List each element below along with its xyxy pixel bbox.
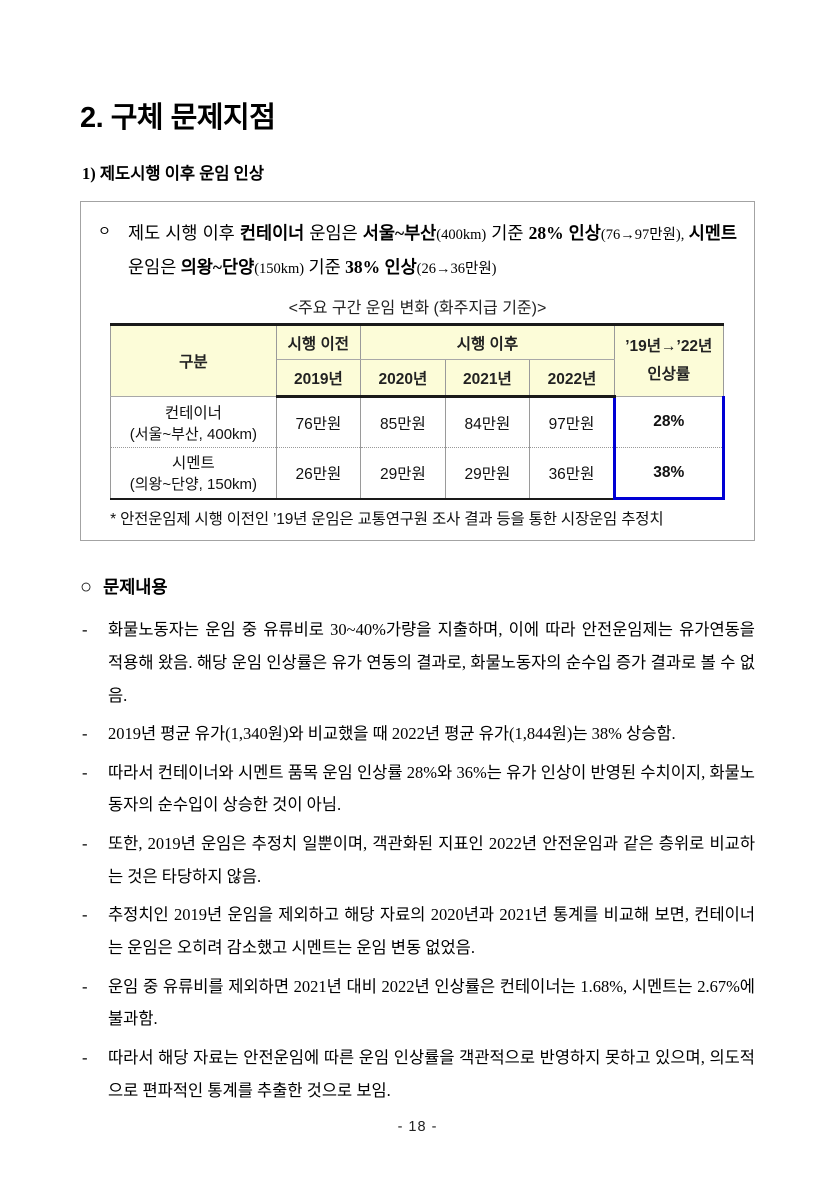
text-segment-paren: (400km) bbox=[436, 227, 487, 243]
issue-item: - 따라서 해당 자료는 안전운임에 따른 운임 인상률을 객관적으로 반영하지… bbox=[82, 1042, 755, 1107]
issue-item: - 2019년 평균 유가(1,340원)와 비교했을 때 2022년 평균 유… bbox=[82, 718, 755, 751]
row-label-line1: 시멘트 bbox=[171, 455, 215, 473]
header-cell-year: 2020년 bbox=[360, 359, 446, 399]
page-title: 2. 구체 문제지점 bbox=[80, 102, 276, 134]
issue-text: 운임 중 유류비를 제외하면 2021년 대비 2022년 인상률은 컨테이너는… bbox=[108, 976, 755, 1029]
row-label-line2: (서울~부산, 400km) bbox=[129, 425, 258, 443]
table-header-row-2: 2019년 2020년 2021년 2022년 bbox=[111, 359, 724, 399]
issue-item: - 따라서 컨테이너와 시멘트 품목 운임 인상률 28%와 36%는 유가 인… bbox=[82, 757, 755, 822]
dash-marker: - bbox=[82, 1048, 88, 1068]
row-label-line1: 컨테이너 bbox=[164, 404, 222, 422]
value-cell: 29만원 bbox=[444, 447, 531, 500]
value-cell: 29만원 bbox=[360, 447, 446, 500]
row-label-container: 컨테이너 (서울~부산, 400km) bbox=[110, 396, 277, 449]
header-cell-gubun: 구분 bbox=[110, 323, 277, 398]
rate-cell: 38% bbox=[612, 447, 725, 501]
header-cell-year: 2019년 bbox=[275, 359, 362, 399]
value-cell: 97만원 bbox=[529, 396, 615, 449]
text-segment: 운임은 bbox=[128, 256, 181, 277]
text-segment-bold: 시멘트 bbox=[688, 223, 738, 243]
text-segment-bold: 컨테이너 bbox=[239, 223, 305, 243]
dash-marker: - bbox=[82, 724, 88, 744]
summary-paragraph: ㅇ 제도 시행 이후 컨테이너 운임은 서울~부산(400km) 기준 28% … bbox=[98, 217, 737, 284]
text-segment-bold: 서울~부산 bbox=[362, 223, 437, 243]
issue-item: - 화물노동자는 운임 중 유류비로 30~40%가량을 지출하며, 이에 따라… bbox=[82, 614, 755, 712]
issues-heading: ○ 문제내용 bbox=[80, 574, 755, 599]
value-cell: 76만원 bbox=[275, 396, 362, 449]
text-segment-paren: (26→36만원) bbox=[416, 260, 497, 277]
header-cell-after: 시행 이후 bbox=[360, 323, 615, 361]
table-row: 컨테이너 (서울~부산, 400km) 76만원 85만원 84만원 97만원 … bbox=[110, 396, 725, 449]
issue-text: 따라서 해당 자료는 안전운임에 따른 운임 인상률을 객관적으로 반영하지 못… bbox=[108, 1048, 755, 1100]
text-segment-bold: 의왕~단양 bbox=[180, 256, 255, 277]
text-segment-bold: 38% 인상 bbox=[345, 256, 417, 277]
text-segment-bold: 28% 인상 bbox=[528, 223, 601, 243]
text-segment-paren: (76→97만원), bbox=[600, 227, 689, 243]
issue-text: 따라서 컨테이너와 시멘트 품목 운임 인상률 28%와 36%는 유가 인상이… bbox=[108, 762, 755, 815]
header-cell-rate: ’19년→’22년 인상률 bbox=[613, 323, 724, 398]
text-segment: 기준 bbox=[486, 223, 529, 243]
header-cell-before: 시행 이전 bbox=[275, 323, 362, 361]
table-title: <주요 구간 운임 변화 (화주지급 기준)> bbox=[288, 300, 547, 318]
header-cell-year: 2021년 bbox=[444, 359, 531, 399]
issue-item: - 운임 중 유류비를 제외하면 2021년 대비 2022년 인상률은 컨테이… bbox=[82, 971, 755, 1036]
dash-marker: - bbox=[82, 905, 88, 925]
dash-marker: - bbox=[82, 762, 88, 782]
page-number: - 18 - bbox=[397, 1119, 438, 1135]
rate-header-line1: ’19년→’22년 bbox=[625, 337, 713, 355]
text-segment: 기준 bbox=[304, 256, 346, 277]
value-cell: 85만원 bbox=[360, 396, 446, 449]
freight-rate-table: 구분 시행 이전 시행 이후 ’19년→’22년 인상률 2019년 2020년… bbox=[110, 323, 725, 501]
header-cell-year: 2022년 bbox=[529, 359, 615, 399]
row-label-line2: (의왕~단양, 150km) bbox=[129, 476, 258, 494]
issue-text: 화물노동자는 운임 중 유류비로 30~40%가량을 지출하며, 이에 따라 안… bbox=[108, 620, 755, 705]
table-footnote: * 안전운임제 시행 이전인 ’19년 운임은 교통연구원 조사 결과 등을 통… bbox=[110, 511, 664, 529]
summary-box: ㅇ 제도 시행 이후 컨테이너 운임은 서울~부산(400km) 기준 28% … bbox=[80, 201, 755, 542]
rate-cell: 28% bbox=[612, 396, 725, 449]
issue-text: 추정치인 2019년 운임을 제외하고 해당 자료의 2020년과 2021년 … bbox=[108, 905, 755, 958]
issues-heading-label: 문제내용 bbox=[103, 577, 168, 598]
text-segment-paren: (150km) bbox=[254, 260, 305, 277]
dash-marker: - bbox=[82, 976, 88, 996]
row-label-cement: 시멘트 (의왕~단양, 150km) bbox=[110, 447, 277, 500]
issue-item: - 또한, 2019년 운임은 추정치 일뿐이며, 객관화된 지표인 2022년… bbox=[82, 828, 755, 893]
text-segment: 제도 시행 이후 bbox=[128, 223, 240, 243]
value-cell: 84만원 bbox=[444, 396, 531, 449]
value-cell: 36만원 bbox=[529, 447, 615, 500]
dash-marker: - bbox=[82, 834, 88, 854]
issue-item: - 추정치인 2019년 운임을 제외하고 해당 자료의 2020년과 2021… bbox=[82, 899, 755, 964]
circle-marker-icon: ○ bbox=[80, 575, 93, 598]
circle-bullet-icon: ㅇ bbox=[98, 225, 111, 240]
issue-text: 2019년 평균 유가(1,340원)와 비교했을 때 2022년 평균 유가(… bbox=[108, 724, 676, 744]
dash-marker: - bbox=[82, 620, 88, 640]
value-cell: 26만원 bbox=[275, 447, 362, 500]
text-segment: 운임은 bbox=[304, 223, 363, 243]
section-subtitle: 1) 제도시행 이후 운임 인상 bbox=[82, 164, 265, 183]
issues-section: ○ 문제내용 - 화물노동자는 운임 중 유류비로 30~40%가량을 지출하며… bbox=[80, 574, 755, 1107]
summary-text: 제도 시행 이후 컨테이너 운임은 서울~부산(400km) 기준 28% 인상… bbox=[128, 217, 737, 284]
issue-text: 또한, 2019년 운임은 추정치 일뿐이며, 객관화된 지표인 2022년 안… bbox=[108, 834, 755, 886]
rate-header-line2: 인상률 bbox=[647, 366, 691, 384]
table-header-row-1: 구분 시행 이전 시행 이후 ’19년→’22년 인상률 bbox=[110, 323, 724, 398]
table-row: 시멘트 (의왕~단양, 150km) 26만원 29만원 29만원 36만원 3… bbox=[110, 447, 725, 501]
